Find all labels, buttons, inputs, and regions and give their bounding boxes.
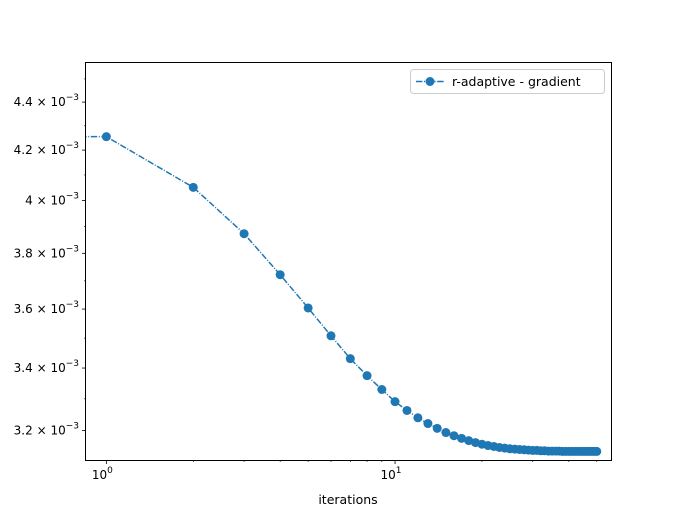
- data-point: [464, 436, 474, 446]
- y-tick-mantissa: 3.4 × 10: [14, 361, 66, 375]
- y-tick-mantissa: 3.2 × 10: [14, 424, 66, 438]
- y-tick-exponent: −3: [66, 300, 79, 310]
- y-tick-exponent: −3: [66, 93, 79, 103]
- x-axis-label: iterations: [318, 492, 377, 507]
- x-tick-label: 101: [381, 466, 402, 482]
- y-tick-label: 3.8 × 10−3: [14, 244, 79, 260]
- x-tick-label: 100: [92, 466, 113, 482]
- legend: r-adaptive - gradient: [410, 69, 605, 94]
- y-tick-label: 4.2 × 10−3: [14, 141, 79, 157]
- data-point: [239, 229, 249, 239]
- data-point: [275, 270, 285, 280]
- data-point: [345, 354, 355, 364]
- legend-entry-label: r-adaptive - gradient: [452, 74, 581, 89]
- series-line: [86, 135, 597, 453]
- plot-frame: [85, 62, 612, 461]
- data-point: [457, 433, 467, 443]
- data-point: [402, 405, 412, 415]
- data-point: [390, 397, 400, 407]
- x-tick-exponent: 0: [107, 466, 113, 476]
- data-point: [362, 371, 372, 381]
- data-point: [101, 132, 111, 142]
- plot-content: [86, 132, 602, 456]
- y-tick-exponent: −3: [66, 422, 79, 432]
- y-tick-mantissa: 4.4 × 10: [14, 95, 66, 109]
- x-tick-base: 10: [381, 468, 396, 482]
- y-tick-exponent: −3: [66, 141, 79, 151]
- y-tick-label: 3.2 × 10−3: [14, 422, 79, 438]
- legend-marker: [425, 77, 435, 86]
- y-tick-label: 4.4 × 10−3: [14, 93, 79, 109]
- data-point: [326, 331, 336, 341]
- y-tick-mantissa: 4 × 10: [25, 193, 66, 207]
- y-tick-mantissa: 3.6 × 10: [14, 302, 66, 316]
- legend-box: [410, 69, 605, 94]
- y-tick-mantissa: 4.2 × 10: [14, 143, 66, 157]
- x-axis: 100 101: [92, 460, 598, 482]
- y-tick-mantissa: 3.8 × 10: [14, 246, 66, 260]
- data-point: [592, 446, 602, 456]
- data-point: [441, 428, 451, 438]
- x-tick-exponent: 1: [396, 466, 402, 476]
- data-point: [188, 182, 198, 192]
- y-axis: 3.2 × 10−33.4 × 10−33.6 × 10−33.8 × 10−3…: [14, 78, 86, 438]
- y-tick-exponent: −3: [66, 359, 79, 369]
- y-tick-exponent: −3: [66, 191, 79, 201]
- data-point: [423, 419, 433, 429]
- y-tick-label: 3.6 × 10−3: [14, 300, 79, 316]
- data-point: [432, 423, 442, 433]
- x-tick-base: 10: [92, 468, 107, 482]
- data-point: [377, 385, 387, 394]
- y-tick-label: 4 × 10−3: [25, 191, 79, 207]
- y-tick-label: 3.4 × 10−3: [14, 359, 79, 375]
- data-point: [303, 303, 313, 313]
- y-tick-exponent: −3: [66, 244, 79, 254]
- data-point: [413, 413, 423, 423]
- data-point: [449, 431, 459, 441]
